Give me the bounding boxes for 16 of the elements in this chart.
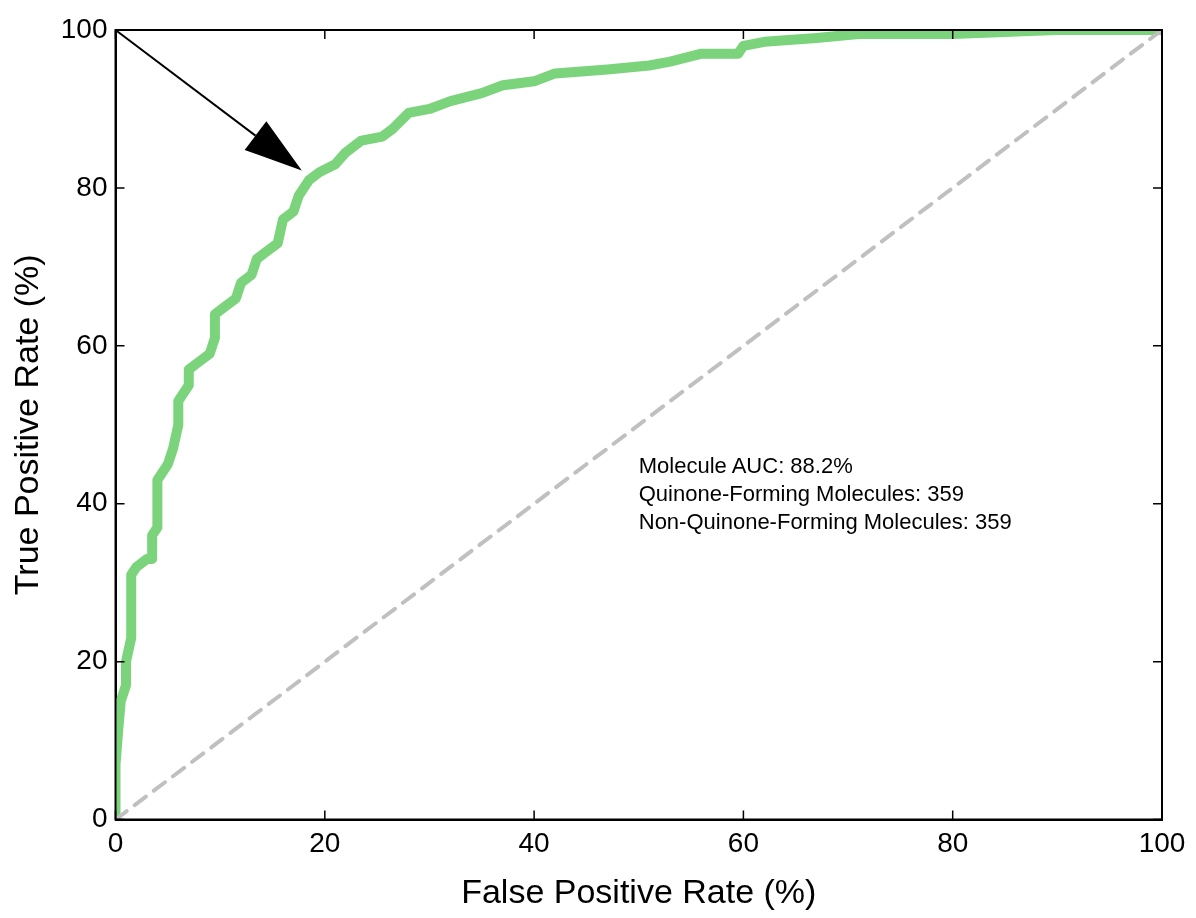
y-tick-label: 100 [60,12,108,44]
y-tick-label: 60 [76,328,108,360]
annotation: Non-Quinone-Forming Molecules: 359 [638,508,1012,537]
y-tick-label: 40 [76,486,108,518]
x-tick-label: 40 [518,827,550,859]
x-axis-title: False Positive Rate (%) [461,871,817,910]
annotation: Molecule AUC: 88.2% [638,452,854,481]
x-tick-label: 80 [937,827,969,859]
x-tick-label: 100 [1138,827,1186,859]
x-tick-label: 60 [727,827,759,859]
x-tick-label: 20 [309,827,341,859]
annotation: Quinone-Forming Molecules: 359 [638,480,966,509]
y-tick-label: 0 [91,802,108,834]
y-tick-label: 20 [76,644,108,676]
y-tick-label: 80 [76,170,108,202]
y-axis-title: True Positive Rate (%) [6,254,45,596]
